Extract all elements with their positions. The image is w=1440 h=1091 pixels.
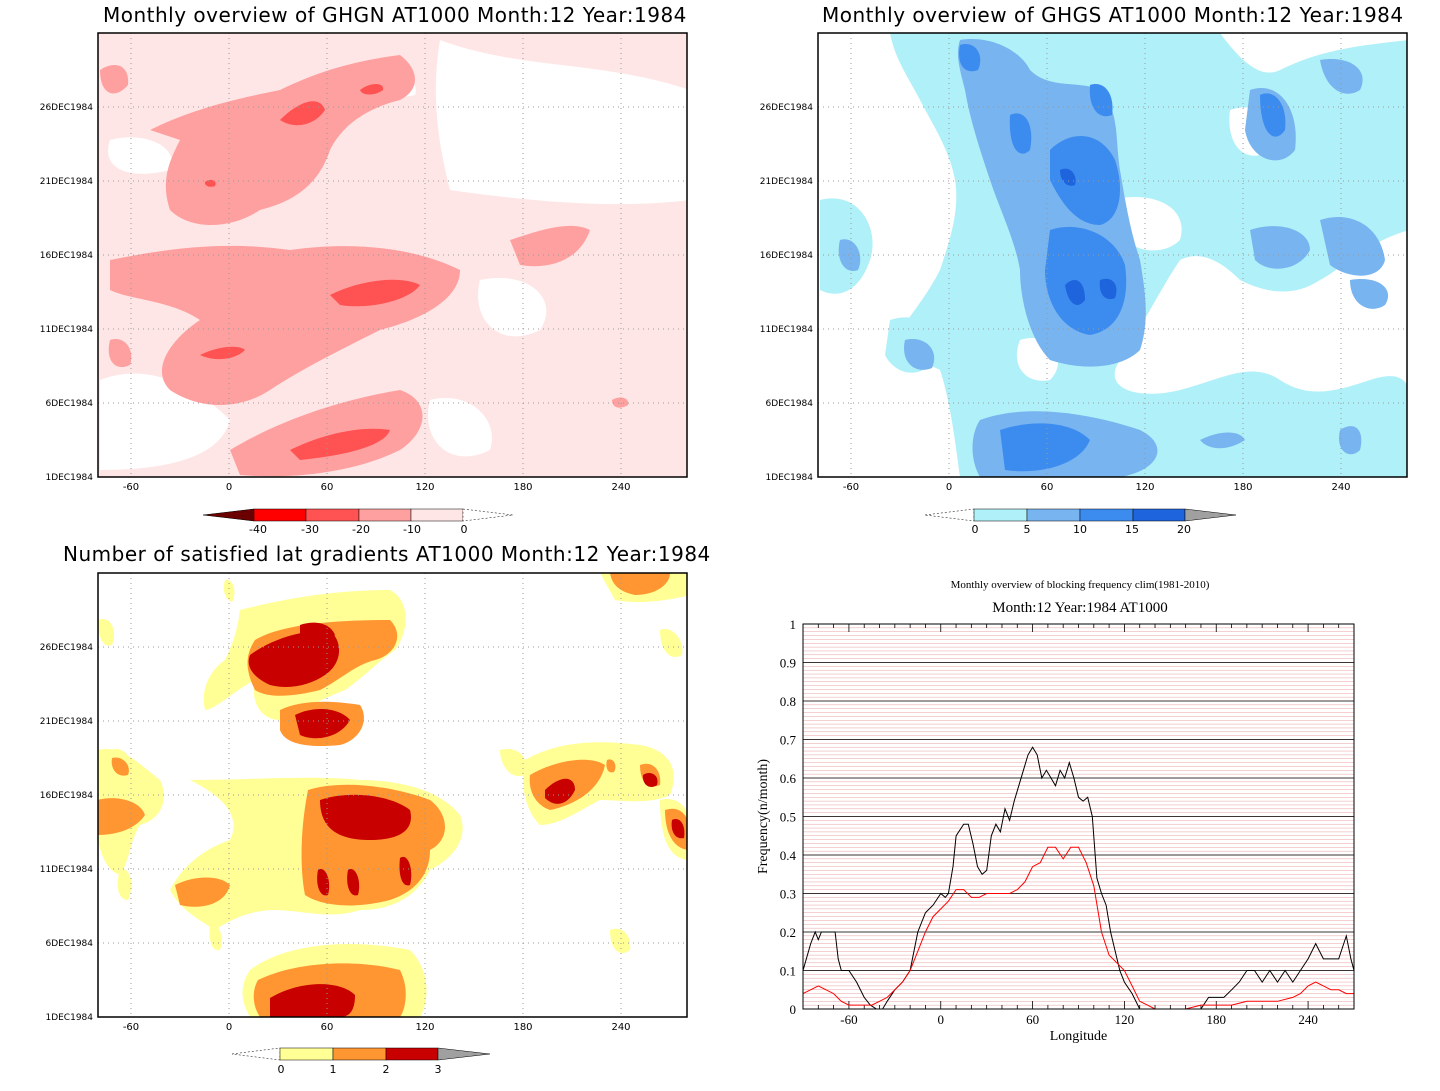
lat-xtick: 60 — [321, 1022, 334, 1033]
lat-ytick: 11DEC1984 — [40, 865, 94, 875]
ghgn-ytick: 21DEC1984 — [40, 177, 94, 187]
lat-x-ticks: -60 0 60 120 180 240 — [123, 1022, 631, 1033]
y-tick-label: 0.3 — [780, 887, 796, 902]
x-tick-label: 120 — [1115, 1012, 1135, 1027]
ghgs-cbar-label: 5 — [1024, 523, 1031, 536]
lat-colorbar: 0 1 2 3 — [231, 1047, 491, 1076]
blocking-frequency-chart: Monthly overview of blocking frequency c… — [756, 579, 1355, 1044]
ghgn-xtick: 0 — [226, 482, 232, 493]
lat-cbar-label: 3 — [435, 1063, 442, 1076]
y-tick-label: 0.2 — [780, 925, 796, 940]
ghgn-cbar-label: -40 — [249, 523, 267, 536]
ghgs-title: Monthly overview of GHGS AT1000 Month:12… — [822, 3, 1404, 27]
y-tick-label: 1 — [790, 617, 797, 632]
lat-xtick: 180 — [513, 1022, 532, 1033]
ghgs-cbar-label: 15 — [1125, 523, 1139, 536]
ghgs-colorbar: 0 5 10 15 20 — [924, 508, 1237, 536]
lat-xtick: -60 — [123, 1022, 139, 1033]
ghgn-ytick: 1DEC1984 — [45, 473, 93, 483]
y-axis-label: Frequency(n/month) — [756, 759, 771, 874]
ghgs-xtick: 180 — [1233, 482, 1252, 493]
ghgn-grid — [98, 33, 687, 477]
x-tick-label: 240 — [1298, 1012, 1318, 1027]
ghgn-xtick: 180 — [513, 482, 532, 493]
y-tick-label: 0 — [790, 1002, 797, 1017]
ghgn-ytick: 16DEC1984 — [40, 251, 94, 261]
ghgs-cbar-label: 20 — [1177, 523, 1191, 536]
ghgs-cbar-label: 10 — [1073, 523, 1087, 536]
y-tick-label: 0.9 — [780, 656, 796, 671]
ghgs-ytick: 11DEC1984 — [760, 325, 814, 335]
ghgn-contours — [100, 40, 687, 477]
ghgn-cbar-label: -20 — [352, 523, 370, 536]
ghgs-ytick: 26DEC1984 — [760, 103, 814, 113]
ghgn-ytick: 11DEC1984 — [40, 325, 94, 335]
lat-cbar-label: 0 — [278, 1063, 285, 1076]
ghgs-ytick: 21DEC1984 — [760, 177, 814, 187]
lat-cbar-label: 1 — [330, 1063, 337, 1076]
lat-title: Number of satisfied lat gradients AT1000… — [63, 542, 711, 566]
ghgn-cbar-label: -10 — [403, 523, 421, 536]
ghgs-ytick: 6DEC1984 — [765, 399, 813, 409]
chart-title: Monthly overview of blocking frequency c… — [951, 579, 1210, 591]
ghgn-xtick: -60 — [123, 482, 139, 493]
lat-xtick: 0 — [226, 1022, 232, 1033]
x-axis-label: Longitude — [1050, 1029, 1108, 1044]
ghgs-x-ticks: -60 0 60 120 180 240 — [843, 482, 1351, 493]
ghgn-colorbar: -40 -30 -20 -10 0 — [202, 508, 514, 536]
ghgs-grid — [818, 33, 1407, 477]
y-tick-label: 0.4 — [780, 848, 797, 863]
y-tick-label: 0.6 — [780, 771, 797, 786]
lat-ytick: 26DEC1984 — [40, 643, 94, 653]
ghgs-xtick: -60 — [843, 482, 859, 493]
ghgs-ytick: 16DEC1984 — [760, 251, 814, 261]
ghgn-xtick: 60 — [321, 482, 334, 493]
lat-ytick: 1DEC1984 — [45, 1013, 93, 1023]
ghgs-xtick: 240 — [1331, 482, 1350, 493]
ghgn-ytick: 26DEC1984 — [40, 103, 94, 113]
ghgs-xtick: 60 — [1041, 482, 1054, 493]
ghgn-cbar-label: 0 — [461, 523, 468, 536]
lat-ytick: 6DEC1984 — [45, 939, 93, 949]
x-tick-label: 180 — [1207, 1012, 1227, 1027]
lat-map: 26DEC1984 21DEC1984 16DEC1984 11DEC1984 … — [40, 572, 688, 1076]
ghgs-y-ticks: 26DEC1984 21DEC1984 16DEC1984 11DEC1984 … — [760, 103, 814, 483]
y-tick-label: 0.7 — [780, 733, 797, 748]
ghgn-xtick: 120 — [415, 482, 434, 493]
lat-xtick: 120 — [415, 1022, 434, 1033]
ghgs-xtick: 120 — [1135, 482, 1154, 493]
lat-contours — [98, 573, 687, 1017]
ghgn-ytick: 6DEC1984 — [45, 399, 93, 409]
x-tick-label: -60 — [840, 1012, 857, 1027]
series-line — [802, 846, 1354, 1010]
y-tick-label: 0.8 — [780, 694, 796, 709]
ghgn-cbar-label: -30 — [301, 523, 319, 536]
ghgn-y-ticks: 26DEC1984 21DEC1984 16DEC1984 11DEC1984 … — [40, 103, 94, 483]
ghgn-title: Monthly overview of GHGN AT1000 Month:12… — [103, 3, 687, 27]
lat-grid — [98, 573, 687, 1017]
ghgn-x-ticks: -60 0 60 120 180 240 — [123, 482, 631, 493]
x-tick-labels: -60 0 60 120 180 240 — [840, 1012, 1318, 1027]
y-tick-labels: 0 0.1 0.2 0.3 0.4 0.5 0.6 0.7 0.8 0.9 1 — [780, 617, 797, 1017]
lat-ytick: 21DEC1984 — [40, 717, 94, 727]
x-tick-label: 0 — [938, 1012, 945, 1027]
chart-subtitle: Month:12 Year:1984 AT1000 — [992, 600, 1167, 616]
lat-xtick: 240 — [611, 1022, 630, 1033]
ghgs-ytick: 1DEC1984 — [765, 473, 813, 483]
x-tick-label: 60 — [1026, 1012, 1039, 1027]
y-tick-label: 0.5 — [780, 810, 796, 825]
ghgn-map: 26DEC1984 21DEC1984 16DEC1984 11DEC1984 … — [40, 32, 688, 536]
lat-y-ticks: 26DEC1984 21DEC1984 16DEC1984 11DEC1984 … — [40, 643, 94, 1023]
plot-frame — [802, 623, 1355, 1010]
ghgs-xtick: 0 — [946, 482, 952, 493]
lat-cbar-label: 2 — [383, 1063, 390, 1076]
ghgs-map: 26DEC1984 21DEC1984 16DEC1984 11DEC1984 … — [760, 32, 1408, 536]
lat-ytick: 16DEC1984 — [40, 791, 94, 801]
ghgs-cbar-label: 0 — [972, 523, 979, 536]
ghgn-xtick: 240 — [611, 482, 630, 493]
y-tick-label: 0.1 — [780, 964, 796, 979]
